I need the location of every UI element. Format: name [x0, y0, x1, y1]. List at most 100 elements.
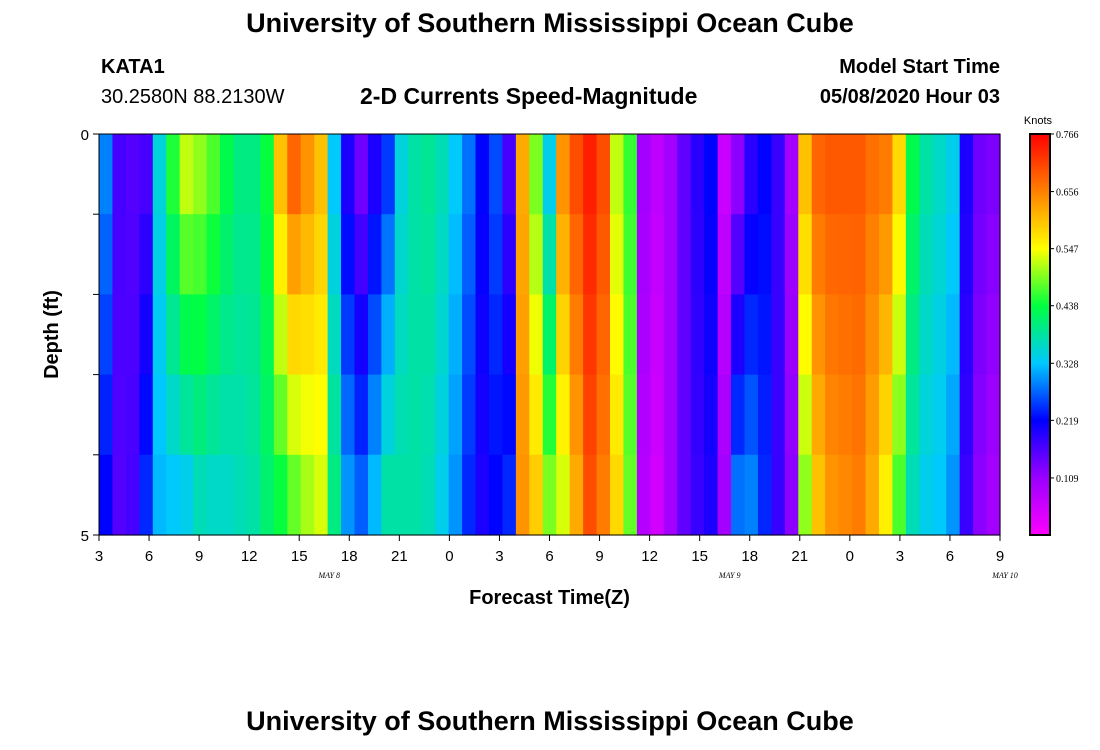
heatmap-cell: [233, 214, 248, 295]
heatmap-cell: [583, 294, 598, 376]
colorbar: [1030, 134, 1050, 535]
heatmap-cell: [166, 214, 181, 295]
heatmap-cell: [408, 294, 423, 376]
heatmap-cell: [327, 374, 342, 456]
heatmap-cell: [610, 214, 625, 295]
heatmap-cell: [852, 454, 867, 536]
plot-title: 2-D Currents Speed-Magnitude: [360, 83, 698, 109]
heatmap-cell: [757, 454, 772, 536]
heatmap-cell: [583, 214, 598, 295]
heatmap-cell: [878, 294, 894, 376]
heatmap-cell: [973, 374, 988, 456]
heatmap-cell: [354, 454, 369, 536]
heatmap-cell: [623, 214, 638, 295]
heatmap-cell: [905, 214, 920, 295]
heatmap-cell: [542, 454, 557, 536]
heatmap-cell: [179, 294, 194, 376]
heatmap-cell: [636, 374, 651, 456]
heatmap-cell: [811, 294, 826, 376]
heatmap-cell: [731, 454, 746, 536]
heatmap-cell: [650, 294, 665, 376]
heatmap-cell: [771, 134, 786, 215]
colorbar-frame: [1029, 133, 1051, 536]
heatmap-cell: [327, 294, 342, 376]
heatmap-cell: [112, 214, 127, 295]
heatmap-cell: [905, 454, 920, 536]
heatmap-cell: [946, 454, 961, 536]
heatmap-cell: [932, 134, 947, 215]
heatmap-cell: [892, 454, 907, 536]
colorbar-tick-label: 0.219: [1056, 416, 1079, 427]
heatmap-cell: [784, 454, 799, 536]
heatmap-cell: [515, 294, 530, 376]
heatmap-cell: [367, 134, 383, 215]
x-tick-label: 21: [791, 548, 808, 565]
heatmap-cell: [623, 374, 638, 456]
heatmap-cell: [811, 374, 826, 456]
heatmap-cell: [475, 454, 490, 536]
heatmap-cell: [515, 454, 530, 536]
heatmap-cell: [166, 454, 181, 536]
heatmap-cell: [273, 454, 288, 536]
heatmap-cell: [112, 454, 127, 536]
x-tick-label: 12: [641, 548, 658, 565]
heatmap-cell: [946, 374, 961, 456]
heatmap-cell: [650, 134, 665, 215]
heatmap-cell: [193, 454, 208, 536]
heatmap-cell: [206, 294, 221, 376]
heatmap-cell: [475, 134, 490, 215]
heatmap-cell: [731, 374, 746, 456]
x-tick-label: 3: [495, 548, 503, 565]
heatmap-cell: [152, 374, 167, 456]
heatmap-cell: [677, 374, 692, 456]
heatmap-cell: [179, 134, 194, 215]
heatmap-cell: [354, 214, 369, 295]
heatmap-cell: [542, 374, 557, 456]
heatmap-cell: [825, 134, 840, 215]
heatmap-cell: [139, 374, 154, 456]
heatmap-cell: [408, 374, 423, 456]
heatmap-cell: [327, 134, 342, 215]
colorbar-tick-label: 0.109: [1056, 474, 1079, 485]
heatmap-cell: [260, 374, 275, 456]
heatmap-cell: [623, 454, 638, 536]
heatmap-cell: [771, 374, 786, 456]
heatmap-cell: [206, 214, 221, 295]
heatmap-cell: [462, 214, 477, 295]
heatmap-cell: [838, 134, 853, 215]
heatmap-cell: [798, 454, 813, 536]
heatmap-cell: [852, 214, 867, 295]
heatmap-cell: [435, 214, 450, 295]
heatmap-cell: [435, 374, 450, 456]
heatmap-cell: [529, 454, 544, 536]
heatmap-cell: [892, 134, 907, 215]
x-tick-label: 15: [691, 548, 708, 565]
heatmap-cell: [435, 454, 450, 536]
heatmap-cell: [435, 134, 450, 215]
heatmap-cell: [878, 454, 894, 536]
heatmap-cell: [502, 134, 517, 215]
heatmap-cell: [811, 454, 826, 536]
heatmap-cell: [663, 294, 678, 376]
heatmap-cell: [838, 214, 853, 295]
heatmap-cell: [704, 134, 719, 215]
heatmap-cell: [139, 214, 154, 295]
heatmap-cell: [717, 374, 732, 456]
heatmap-cell: [959, 294, 974, 376]
heatmap-cell: [287, 454, 302, 536]
heatmap-cell: [125, 374, 140, 456]
heatmap-cell: [690, 454, 705, 536]
x-tick-label: 6: [545, 548, 553, 565]
heatmap-cell: [327, 454, 342, 536]
heatmap-cell: [166, 134, 181, 215]
heatmap-cell: [367, 454, 383, 536]
heatmap-cell: [919, 134, 934, 215]
heatmap-cell: [596, 294, 611, 376]
heatmap-cell: [556, 134, 571, 215]
heatmap-cell: [973, 214, 988, 295]
heatmap-cell: [596, 214, 611, 295]
heatmap-cell: [838, 454, 853, 536]
heatmap-cell: [650, 454, 665, 536]
heatmap-cell: [663, 454, 678, 536]
heatmap-cell: [838, 294, 853, 376]
